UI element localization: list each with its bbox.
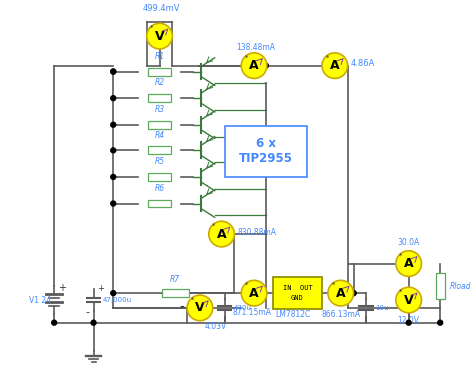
Text: *: * xyxy=(245,54,248,60)
Text: V1 24: V1 24 xyxy=(29,296,51,305)
Circle shape xyxy=(396,287,421,313)
Text: R3: R3 xyxy=(155,105,164,114)
Text: A: A xyxy=(249,59,259,72)
Text: A: A xyxy=(217,228,227,240)
Text: R1: R1 xyxy=(155,52,164,61)
Bar xyxy=(148,121,171,129)
Text: 138.48mA: 138.48mA xyxy=(237,43,275,52)
Bar xyxy=(148,200,171,207)
Circle shape xyxy=(111,69,116,74)
Text: A: A xyxy=(330,59,340,72)
Circle shape xyxy=(406,320,411,325)
Circle shape xyxy=(147,23,173,49)
Circle shape xyxy=(351,291,356,296)
Text: 470u: 470u xyxy=(233,305,251,311)
FancyBboxPatch shape xyxy=(225,126,307,177)
Text: 499.4mV: 499.4mV xyxy=(143,4,180,14)
Circle shape xyxy=(111,69,116,74)
Text: 4.03V: 4.03V xyxy=(205,322,227,331)
Circle shape xyxy=(351,291,356,296)
Text: R7: R7 xyxy=(170,275,180,284)
Text: 830.88mA: 830.88mA xyxy=(237,228,276,237)
Circle shape xyxy=(328,280,354,306)
Text: *: * xyxy=(212,223,216,229)
Bar xyxy=(148,146,171,154)
Circle shape xyxy=(91,320,96,325)
Text: 6 x
TIP2955: 6 x TIP2955 xyxy=(239,137,293,165)
Text: -: - xyxy=(180,301,184,315)
Bar xyxy=(162,289,189,297)
Circle shape xyxy=(187,295,213,321)
Text: 30.0A: 30.0A xyxy=(398,238,420,247)
Text: R2: R2 xyxy=(155,78,164,87)
Circle shape xyxy=(111,291,116,296)
Circle shape xyxy=(52,320,56,325)
Text: *: * xyxy=(245,282,248,288)
Text: *: * xyxy=(399,289,403,295)
Circle shape xyxy=(111,148,116,153)
Text: R5: R5 xyxy=(155,157,164,166)
Text: V: V xyxy=(404,294,413,307)
Text: *: * xyxy=(150,25,154,31)
Text: LM7812C: LM7812C xyxy=(275,310,310,319)
Text: A: A xyxy=(249,287,259,300)
Text: Rload: Rload xyxy=(450,282,472,291)
Circle shape xyxy=(241,53,267,79)
Circle shape xyxy=(111,96,116,101)
Text: +: + xyxy=(98,284,104,293)
Text: GND: GND xyxy=(291,295,304,301)
Text: V: V xyxy=(155,30,164,43)
Bar xyxy=(436,273,445,299)
Text: *: * xyxy=(399,252,403,258)
Bar xyxy=(148,173,171,181)
Circle shape xyxy=(438,320,443,325)
Text: -: - xyxy=(86,307,90,317)
Bar xyxy=(148,68,171,75)
Text: *: * xyxy=(191,296,194,303)
Text: 10u: 10u xyxy=(375,305,389,311)
Text: IN  OUT: IN OUT xyxy=(283,285,312,291)
Bar xyxy=(273,277,322,309)
Circle shape xyxy=(241,280,267,306)
Text: *: * xyxy=(326,54,329,60)
Circle shape xyxy=(264,63,268,68)
Text: 866.13mA: 866.13mA xyxy=(321,310,360,319)
Text: R6: R6 xyxy=(155,184,164,193)
Text: 4.86A: 4.86A xyxy=(351,59,375,68)
Text: *: * xyxy=(331,282,335,288)
Text: 871.15mA: 871.15mA xyxy=(233,308,272,317)
Text: R4: R4 xyxy=(155,131,164,140)
Text: A: A xyxy=(404,257,413,270)
Text: +: + xyxy=(58,283,66,293)
Circle shape xyxy=(111,122,116,127)
Circle shape xyxy=(111,201,116,206)
Circle shape xyxy=(111,175,116,179)
Text: 47,000u: 47,000u xyxy=(102,297,132,303)
Text: V: V xyxy=(195,301,205,314)
Text: A: A xyxy=(336,287,346,300)
Circle shape xyxy=(396,251,421,277)
Circle shape xyxy=(322,53,347,79)
Circle shape xyxy=(209,221,234,247)
Bar xyxy=(148,94,171,102)
Text: 12.0V: 12.0V xyxy=(398,316,419,325)
